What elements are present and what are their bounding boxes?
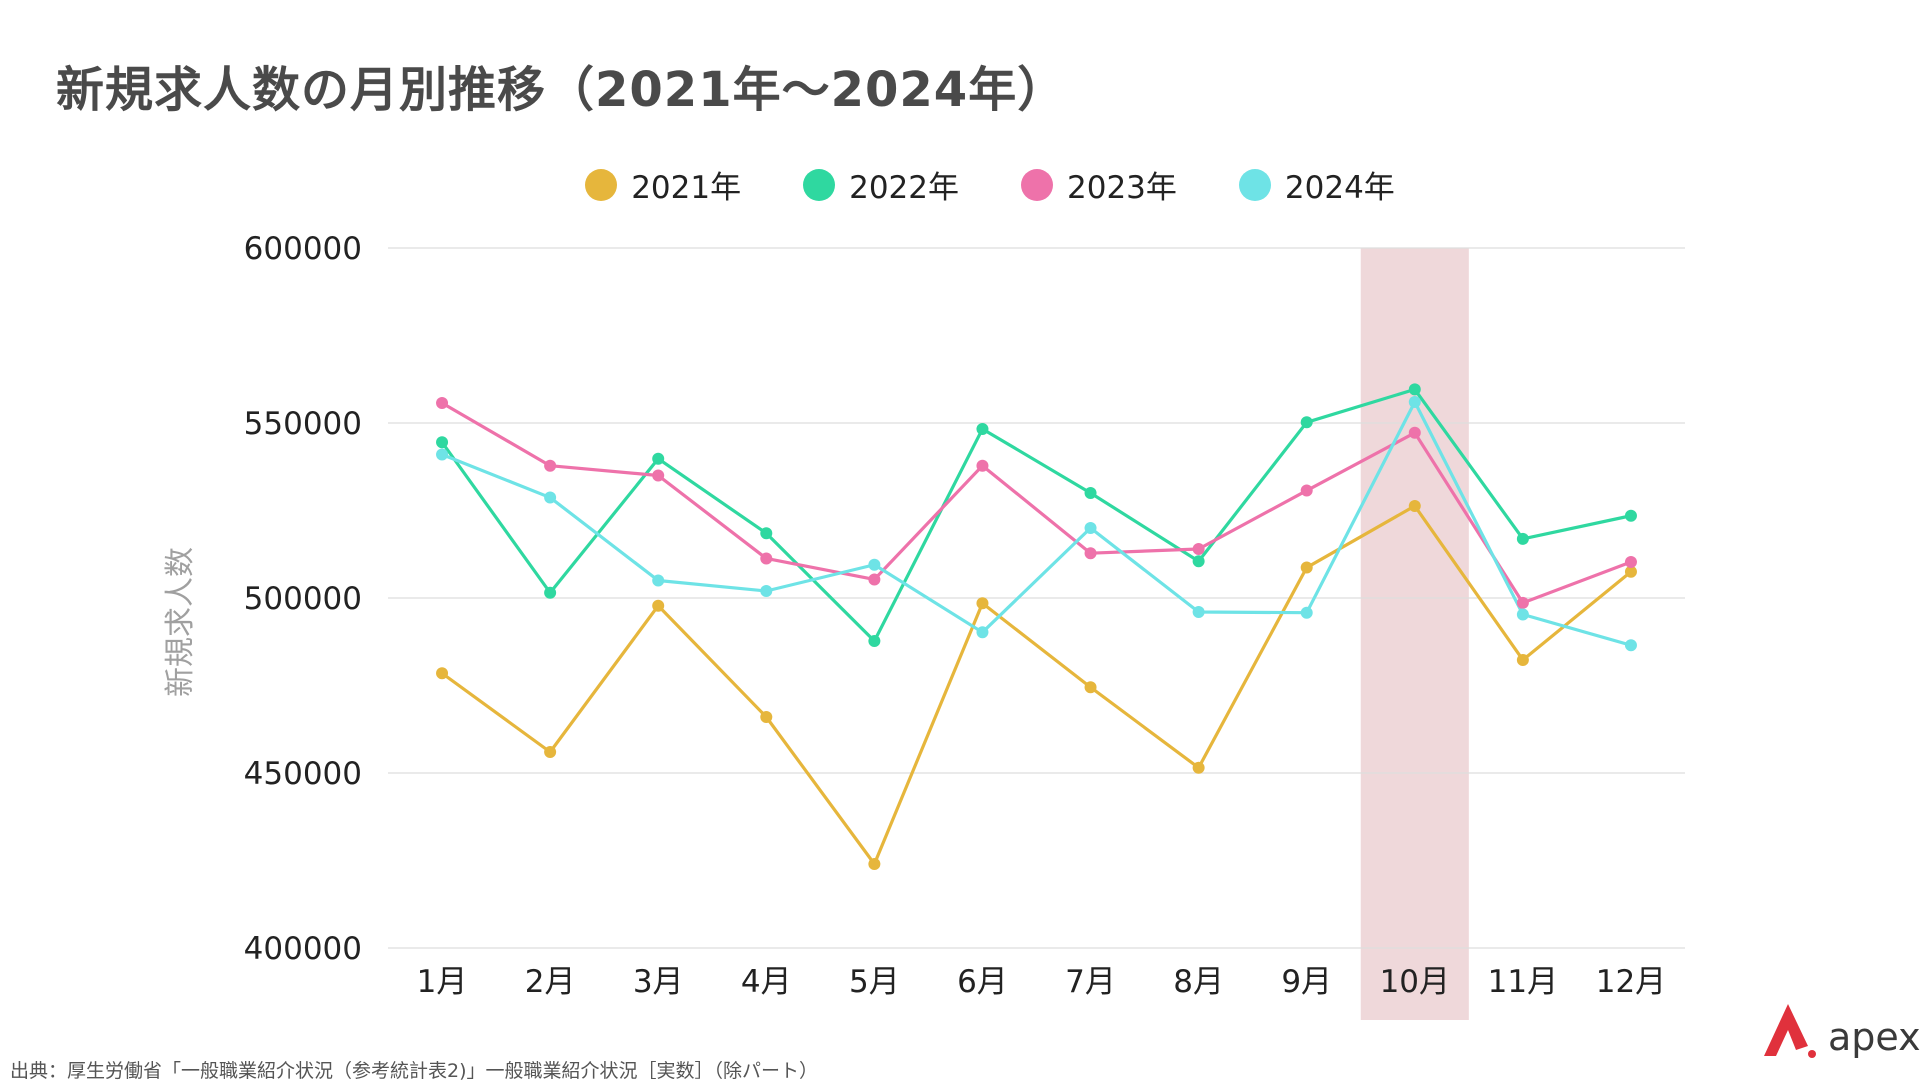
data-point bbox=[1408, 383, 1421, 396]
legend-swatch bbox=[585, 168, 618, 201]
data-point bbox=[1192, 543, 1205, 555]
data-point bbox=[436, 667, 449, 680]
data-point bbox=[1084, 681, 1097, 694]
data-point bbox=[1300, 484, 1313, 497]
legend-swatch bbox=[1238, 168, 1271, 201]
legend-label: 2023年 bbox=[1067, 170, 1177, 206]
y-tick-label: 450000 bbox=[244, 756, 362, 792]
x-tick-label: 4月 bbox=[741, 964, 792, 1000]
data-point bbox=[760, 585, 773, 597]
x-tick-label: 11月 bbox=[1488, 964, 1558, 1000]
x-tick-label: 6月 bbox=[957, 964, 1008, 1000]
legend-label: 2021年 bbox=[631, 170, 742, 206]
x-tick-label: 7月 bbox=[1065, 964, 1116, 1000]
data-point bbox=[1516, 596, 1529, 609]
x-tick-label: 1月 bbox=[417, 964, 468, 1000]
data-point bbox=[976, 422, 989, 435]
legend-item: 2023年 bbox=[1021, 162, 1177, 207]
data-point bbox=[1624, 639, 1637, 652]
data-point bbox=[1408, 396, 1421, 408]
x-tick-label: 10月 bbox=[1380, 964, 1450, 1000]
legend-item: 2021年 bbox=[585, 162, 741, 207]
series-line bbox=[440, 400, 1633, 647]
brand-logo: apex bbox=[1762, 1000, 1920, 1060]
data-point bbox=[1192, 606, 1205, 618]
data-point bbox=[1300, 561, 1313, 574]
data-point bbox=[436, 448, 449, 461]
data-point bbox=[760, 552, 773, 565]
data-point bbox=[1624, 555, 1637, 568]
legend-item: 2024年 bbox=[1238, 162, 1395, 207]
page-title: 新規求人数の月別推移（2021年〜2024年） bbox=[56, 62, 1067, 118]
data-point bbox=[1624, 509, 1637, 522]
data-point bbox=[1192, 761, 1205, 774]
legend-item: 2022年 bbox=[803, 162, 959, 207]
x-tick-label: 5月 bbox=[849, 964, 900, 1000]
series-line bbox=[440, 504, 1633, 866]
data-point bbox=[436, 436, 449, 449]
data-point bbox=[1300, 606, 1313, 619]
x-tick-label: 12月 bbox=[1596, 964, 1666, 1000]
highlight-band bbox=[1360, 248, 1469, 1020]
data-point bbox=[544, 459, 557, 472]
data-point bbox=[1084, 487, 1097, 499]
data-point bbox=[652, 599, 665, 612]
series-line bbox=[440, 401, 1633, 605]
data-point bbox=[868, 858, 881, 870]
series-line bbox=[440, 387, 1633, 643]
x-tick-label: 3月 bbox=[633, 964, 684, 1000]
y-tick-label: 500000 bbox=[244, 581, 362, 617]
apex-logo-icon bbox=[1764, 1004, 1816, 1058]
x-tick-label: 9月 bbox=[1281, 964, 1332, 1000]
source-note: 出典：厚生労働省「一般職業紹介状況（参考統計表2)」一般職業紹介状況［実数］（除… bbox=[10, 1060, 819, 1082]
data-point bbox=[652, 574, 665, 587]
data-point bbox=[1192, 555, 1205, 568]
data-point bbox=[976, 597, 989, 610]
data-point bbox=[1300, 416, 1313, 429]
chart-legend: 2021年 2022年 2023年 2024年 bbox=[0, 162, 1920, 207]
data-point bbox=[868, 635, 881, 648]
data-point bbox=[436, 397, 449, 410]
data-point bbox=[652, 452, 665, 465]
data-point bbox=[1516, 653, 1529, 666]
y-axis-label: 新規求人数 bbox=[163, 547, 198, 697]
y-tick-label: 600000 bbox=[244, 231, 362, 267]
data-point bbox=[544, 586, 557, 599]
data-point bbox=[1408, 426, 1421, 439]
data-point bbox=[868, 558, 881, 571]
data-point bbox=[868, 573, 881, 586]
data-point bbox=[1624, 565, 1637, 578]
data-point bbox=[976, 459, 989, 472]
data-point bbox=[1084, 522, 1097, 534]
data-point bbox=[1516, 608, 1529, 621]
data-point bbox=[652, 469, 665, 482]
brand-name: apex bbox=[1828, 1015, 1920, 1059]
legend-swatch bbox=[803, 168, 836, 201]
data-point bbox=[1084, 547, 1097, 560]
data-point bbox=[1516, 532, 1529, 545]
data-point bbox=[760, 711, 773, 723]
data-point bbox=[544, 746, 557, 758]
data-point bbox=[760, 527, 773, 540]
legend-label: 2024年 bbox=[1284, 170, 1395, 206]
legend-label: 2022年 bbox=[849, 170, 959, 206]
data-point bbox=[1408, 499, 1421, 512]
data-point bbox=[976, 626, 989, 639]
data-point bbox=[544, 491, 557, 504]
legend-swatch bbox=[1021, 168, 1053, 201]
y-tick-label: 400000 bbox=[244, 931, 362, 967]
x-tick-label: 2月 bbox=[525, 964, 576, 1000]
x-tick-label: 8月 bbox=[1173, 964, 1224, 1000]
y-tick-label: 550000 bbox=[244, 406, 362, 442]
